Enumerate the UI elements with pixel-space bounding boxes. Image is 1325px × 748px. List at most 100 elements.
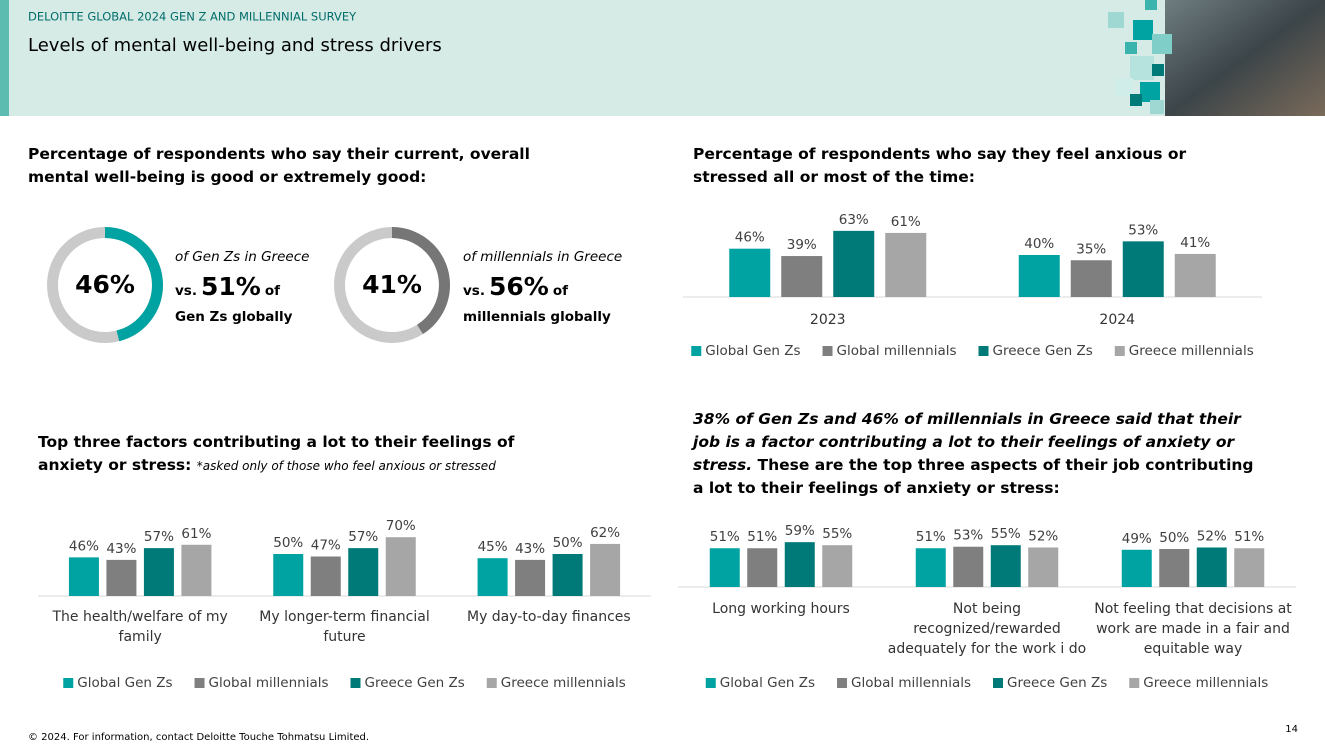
x-tick-label: Not feeling that decisions at work are m… (1094, 601, 1292, 657)
bar (181, 544, 212, 596)
bar (1196, 547, 1227, 587)
legend-label: Greece millennials (501, 675, 626, 691)
data-label: 59% (785, 523, 815, 539)
comparison-note: Gen Zs globally (175, 309, 293, 325)
bar (143, 548, 174, 596)
bar (885, 232, 927, 297)
data-label: 39% (787, 237, 817, 253)
header-band (0, 0, 1325, 116)
bar (1234, 548, 1265, 587)
data-label: 53% (953, 528, 983, 544)
legend: Global Gen Zs Global millennials Greece Ge… (63, 675, 626, 691)
bar (273, 554, 304, 596)
legend-swatch (691, 346, 702, 356)
bar (1070, 260, 1112, 297)
legend-swatch (1129, 678, 1140, 688)
bar (1174, 253, 1216, 297)
data-label: 50% (273, 535, 303, 551)
legend-label: Global millennials (851, 675, 971, 691)
chart-title: These are the top three aspects of their… (693, 456, 1254, 497)
legend-label: Global millennials (837, 343, 957, 359)
comparison-suffix: of (552, 283, 568, 299)
legend-label: Greece millennials (1129, 343, 1254, 359)
bar (990, 545, 1021, 587)
donut-section-title: Percentage of respondents who say their … (28, 145, 530, 186)
data-label: 55% (822, 526, 852, 542)
data-label: 43% (515, 541, 545, 557)
comparison-prefix: vs. (175, 283, 197, 299)
legend: Global Gen Zs Global millennials Greece Ge… (691, 343, 1254, 359)
data-label: 35% (1076, 241, 1106, 257)
data-label: 52% (1197, 528, 1227, 544)
legend-swatch (350, 678, 361, 688)
bar (106, 559, 137, 596)
legend-label: Global millennials (209, 675, 329, 691)
x-tick-label: 2024 (1099, 312, 1136, 328)
bar (833, 230, 875, 297)
data-label: 51% (710, 529, 740, 545)
x-tick-label: The health/welfare of my family (52, 609, 228, 645)
comparison-line: vs. 56% of (463, 272, 568, 301)
bar (552, 554, 583, 596)
donut-caption: of Gen Zs in Greece (175, 249, 310, 265)
legend-swatch (822, 346, 833, 356)
header-photo (1165, 0, 1325, 116)
data-label: 57% (144, 529, 174, 545)
donut-caption: of millennials in Greece (463, 249, 623, 265)
legend-label: Greece Gen Zs (1007, 675, 1107, 691)
data-label: 50% (1159, 530, 1189, 546)
bar (729, 248, 771, 297)
data-label: 61% (891, 214, 921, 230)
data-label: 47% (311, 538, 341, 554)
chart-title: Percentage of respondents who say they f… (693, 145, 1187, 186)
comparison-value: 51% (200, 272, 261, 301)
bar (781, 256, 823, 297)
data-label: 70% (386, 518, 416, 534)
legend-label: Greece millennials (1143, 675, 1268, 691)
legend-label: Global Gen Zs (720, 675, 815, 691)
data-label: 51% (747, 529, 777, 545)
legend-swatch (486, 678, 497, 688)
bar (590, 543, 621, 596)
header-kicker: DELOITTE GLOBAL 2024 GEN Z AND MILLENNIA… (28, 10, 357, 24)
data-label: 51% (916, 529, 946, 545)
legend-label: Global Gen Zs (705, 343, 800, 359)
data-label: 52% (1028, 528, 1058, 544)
chart-note: *asked only of those who feel anxious or… (196, 459, 496, 473)
data-label: 62% (590, 525, 620, 541)
legend-swatch (705, 678, 716, 688)
legend-swatch (993, 678, 1004, 688)
chart-title: Top three factors contributing a lot to … (38, 433, 515, 474)
legend-label: Global Gen Zs (77, 675, 172, 691)
data-label: 53% (1128, 222, 1158, 238)
comparison-prefix: vs. (463, 283, 485, 299)
header-title: Levels of mental well-being and stress d… (28, 35, 442, 56)
data-label: 43% (106, 541, 136, 557)
comparison-note: millennials globally (463, 309, 611, 325)
bar (385, 537, 416, 596)
data-label: 55% (991, 526, 1021, 542)
data-label: 41% (1180, 235, 1210, 251)
header-strip (0, 0, 9, 116)
bar (477, 558, 508, 596)
bar (915, 548, 946, 587)
legend-label: Greece Gen Zs (365, 675, 465, 691)
x-tick-label: 2023 (809, 312, 846, 328)
donut-label: 46% (75, 270, 135, 299)
data-label: 40% (1024, 236, 1054, 252)
data-label: 61% (181, 526, 211, 542)
legend-swatch (837, 678, 848, 688)
data-label: 63% (839, 212, 869, 228)
bar (1122, 241, 1164, 297)
x-tick-label: My day-to-day finances (466, 609, 631, 625)
comparison-suffix: of (264, 283, 280, 299)
data-label: 51% (1234, 529, 1264, 545)
comparison-line: vs. 51% of (175, 272, 280, 301)
bar (1018, 255, 1060, 297)
bar (953, 546, 984, 587)
donut-label: 41% (362, 270, 422, 299)
data-label: 57% (348, 529, 378, 545)
chart-title-block: Top three factors contributing a lot to … (38, 431, 543, 478)
